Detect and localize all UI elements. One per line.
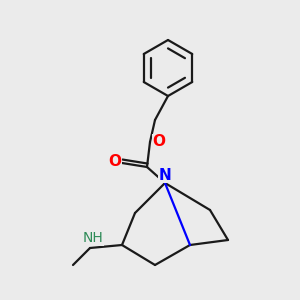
Text: NH: NH xyxy=(82,231,103,245)
Text: N: N xyxy=(159,167,171,182)
Text: O: O xyxy=(109,154,122,169)
Text: O: O xyxy=(152,134,166,149)
